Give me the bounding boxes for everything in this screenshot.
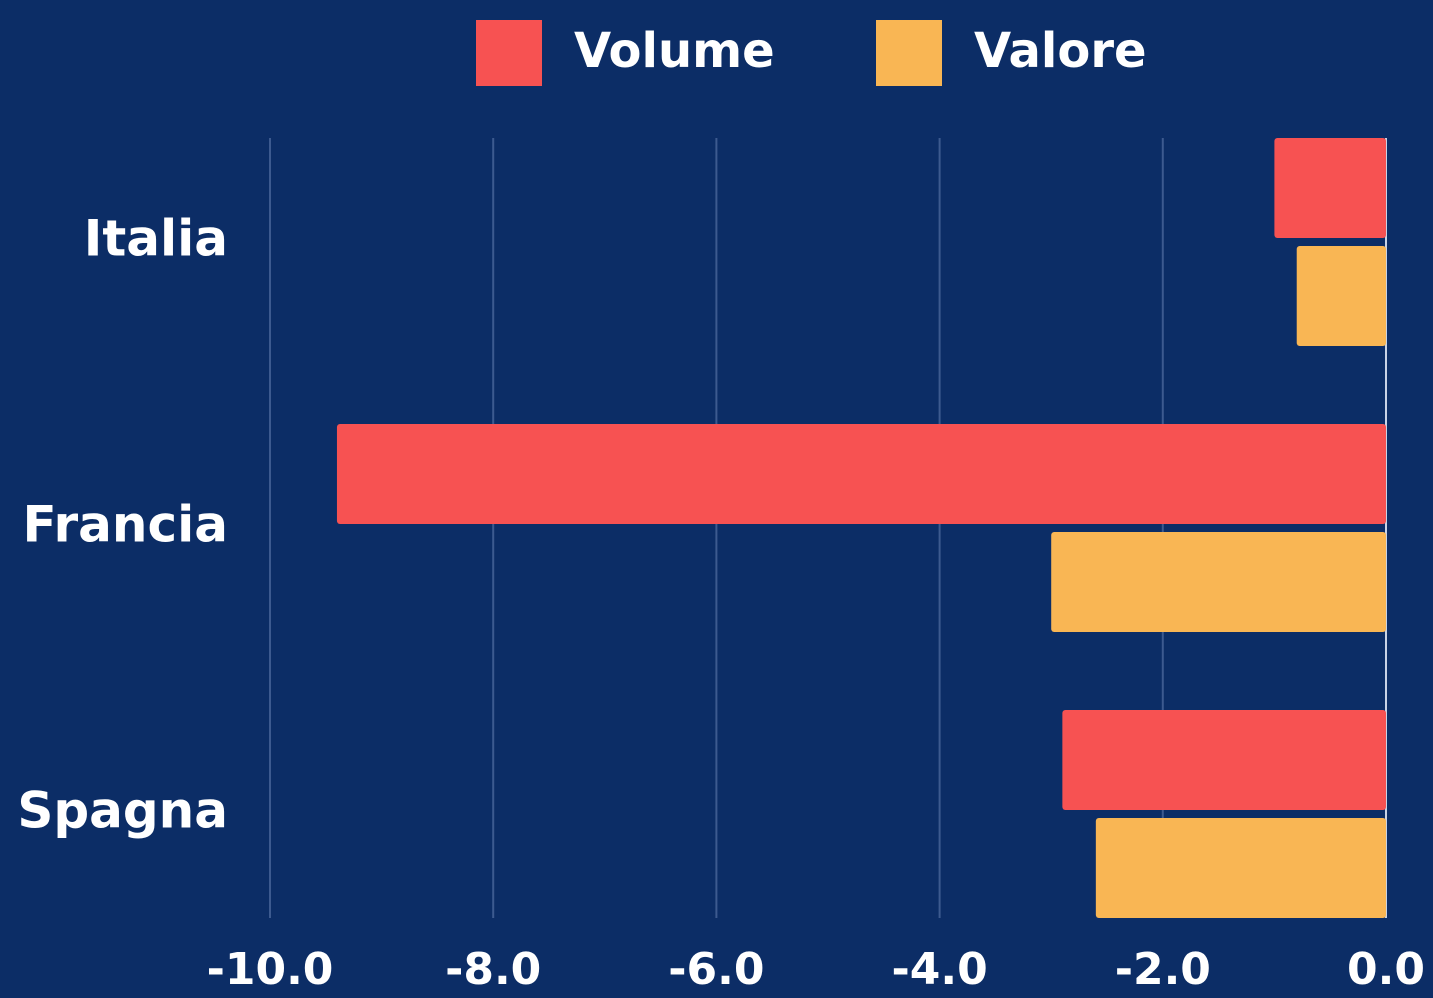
legend-label: Volume xyxy=(574,23,775,79)
bar xyxy=(1051,532,1386,632)
bar xyxy=(336,424,1387,524)
x-tick-label: -8.0 xyxy=(445,944,541,995)
x-tick-label: -2.0 xyxy=(1115,944,1211,995)
x-tick-label: -4.0 xyxy=(891,944,987,995)
x-tick-label: -10.0 xyxy=(207,944,334,995)
bar xyxy=(1095,818,1386,918)
bar xyxy=(1296,246,1386,346)
x-tick-label: 0.0 xyxy=(1347,944,1425,995)
x-tick-label: -6.0 xyxy=(668,944,764,995)
bar xyxy=(1274,138,1386,238)
y-tick-label: Italia xyxy=(84,210,228,268)
y-tick-label: Francia xyxy=(23,496,228,554)
y-tick-label: Spagna xyxy=(17,782,228,840)
legend-label: Valore xyxy=(974,23,1147,79)
legend-swatch xyxy=(876,20,942,86)
bar xyxy=(1062,710,1386,810)
legend-swatch xyxy=(476,20,542,86)
